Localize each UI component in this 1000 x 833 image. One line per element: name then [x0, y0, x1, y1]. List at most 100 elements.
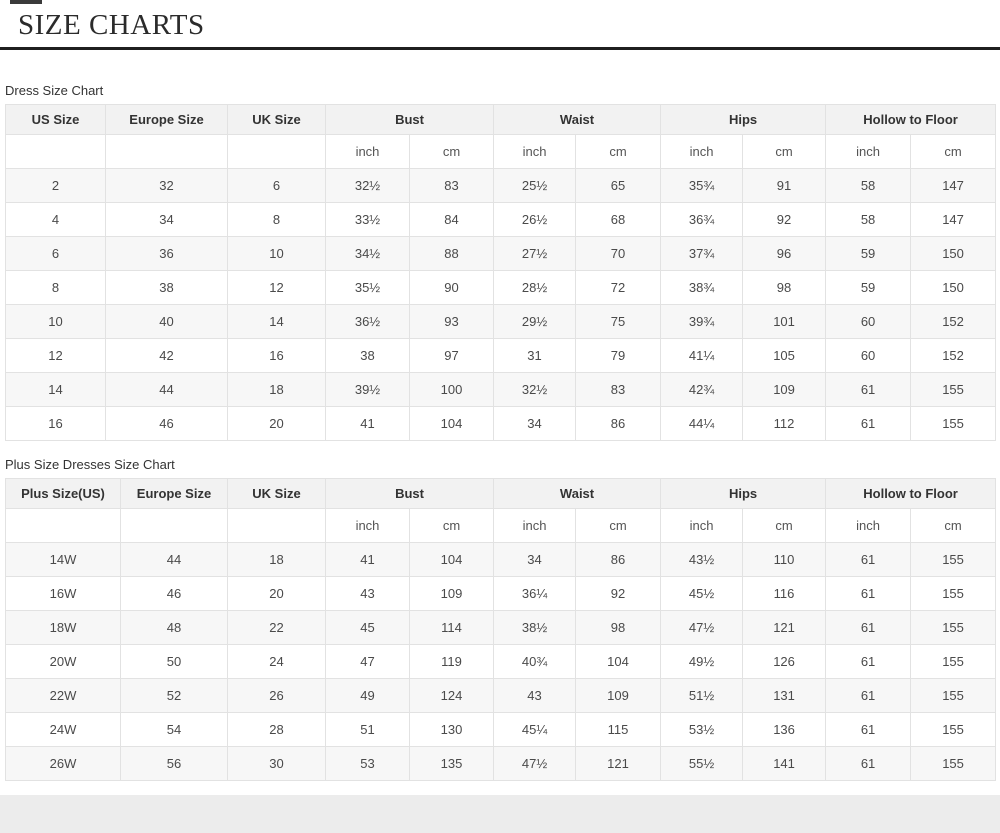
table-cell: 109 — [575, 678, 662, 713]
table-cell: 55½ — [660, 746, 744, 781]
table-cell: 40¾ — [493, 644, 577, 679]
table-cell: 26W — [5, 746, 121, 781]
table-cell: 114 — [408, 610, 495, 645]
table-cell: 121 — [575, 746, 662, 781]
table-cell: 60 — [825, 338, 912, 373]
table-cell: 109 — [742, 372, 827, 407]
table-cell: 83 — [575, 372, 662, 407]
table-cell: 10 — [5, 304, 106, 339]
table-row: 20W 50 24 47 119 40¾ 104 49½ 126 61 155 — [5, 644, 997, 679]
unit-inch: inch — [493, 508, 577, 543]
table-cell: 33½ — [325, 202, 410, 237]
table-cell: 155 — [910, 542, 997, 577]
table-cell: 104 — [575, 644, 662, 679]
table-cell: 61 — [825, 678, 912, 713]
table-cell: 30 — [227, 746, 326, 781]
table-cell: 101 — [742, 304, 827, 339]
table-cell: 109 — [408, 576, 495, 611]
table-cell: 121 — [742, 610, 827, 645]
unit-inch: inch — [825, 508, 912, 543]
table-cell: 8 — [5, 270, 106, 305]
table-cell: 27½ — [493, 236, 577, 271]
table-cell: 42 — [105, 338, 228, 373]
table-cell: 31 — [493, 338, 577, 373]
table-cell: 50 — [120, 644, 228, 679]
table-cell: 36 — [105, 236, 228, 271]
table-row: 24W 54 28 51 130 45¼ 115 53½ 136 61 155 — [5, 712, 997, 747]
table-cell: 49 — [325, 678, 410, 713]
table-cell: 152 — [910, 338, 997, 373]
table-cell: 25½ — [493, 168, 577, 203]
table-cell: 58 — [825, 168, 912, 203]
empty-cell — [227, 508, 326, 543]
table-row: 2 32 6 32½ 83 25½ 65 35¾ 91 58 147 — [5, 168, 997, 203]
table-cell: 35¾ — [660, 168, 744, 203]
table-cell: 155 — [910, 644, 997, 679]
table-cell: 84 — [408, 202, 495, 237]
table-cell: 4 — [5, 202, 106, 237]
table-cell: 155 — [910, 610, 997, 645]
col-hollow-to-floor: Hollow to Floor — [825, 478, 997, 509]
table-cell: 41 — [325, 542, 410, 577]
col-waist: Waist — [493, 478, 662, 509]
table-cell: 20 — [227, 576, 326, 611]
table-row: 26W 56 30 53 135 47½ 121 55½ 141 61 155 — [5, 746, 997, 781]
table-cell: 6 — [227, 168, 326, 203]
table-cell: 92 — [742, 202, 827, 237]
table-cell: 59 — [825, 270, 912, 305]
table-cell: 136 — [742, 712, 827, 747]
table-row: 16W 46 20 43 109 36¼ 92 45½ 116 61 155 — [5, 576, 997, 611]
table-row: 4 34 8 33½ 84 26½ 68 36¾ 92 58 147 — [5, 202, 997, 237]
title-divider — [0, 47, 1000, 50]
table-cell: 155 — [910, 406, 997, 441]
table-cell: 98 — [742, 270, 827, 305]
table-cell: 49½ — [660, 644, 744, 679]
table-row: 22W 52 26 49 124 43 109 51½ 131 61 155 — [5, 678, 997, 713]
table-cell: 130 — [408, 712, 495, 747]
table-cell: 47 — [325, 644, 410, 679]
table-cell: 35½ — [325, 270, 410, 305]
table-cell: 34 — [493, 406, 577, 441]
table-cell: 52 — [120, 678, 228, 713]
table-cell: 10 — [227, 236, 326, 271]
unit-inch: inch — [493, 134, 577, 169]
table-cell: 47½ — [493, 746, 577, 781]
table-cell: 110 — [742, 542, 827, 577]
col-plus-size-us: Plus Size(US) — [5, 478, 121, 509]
page-bottom-band — [0, 795, 1000, 833]
table-cell: 22W — [5, 678, 121, 713]
table-cell: 2 — [5, 168, 106, 203]
unit-inch: inch — [325, 134, 410, 169]
table-cell: 155 — [910, 576, 997, 611]
table-cell: 147 — [910, 168, 997, 203]
unit-cm: cm — [910, 508, 997, 543]
table-cell: 61 — [825, 406, 912, 441]
col-waist: Waist — [493, 104, 662, 135]
table-cell: 12 — [5, 338, 106, 373]
table-cell: 112 — [742, 406, 827, 441]
table-cell: 41 — [325, 406, 410, 441]
table-cell: 68 — [575, 202, 662, 237]
unit-cm: cm — [408, 508, 495, 543]
table-cell: 59 — [825, 236, 912, 271]
table-header-row: US Size Europe Size UK Size Bust Waist H… — [5, 104, 997, 135]
table-row: 12 42 16 38 97 31 79 41¼ 105 60 152 — [5, 338, 997, 373]
table-cell: 116 — [742, 576, 827, 611]
table-cell: 26 — [227, 678, 326, 713]
table-cell: 91 — [742, 168, 827, 203]
empty-cell — [105, 134, 228, 169]
table-cell: 43 — [493, 678, 577, 713]
col-hips: Hips — [660, 478, 827, 509]
table-cell: 60 — [825, 304, 912, 339]
table-cell: 53½ — [660, 712, 744, 747]
table-row: 8 38 12 35½ 90 28½ 72 38¾ 98 59 150 — [5, 270, 997, 305]
unit-cm: cm — [575, 508, 662, 543]
table-cell: 6 — [5, 236, 106, 271]
table-cell: 70 — [575, 236, 662, 271]
table-cell: 93 — [408, 304, 495, 339]
table-cell: 79 — [575, 338, 662, 373]
table-cell: 16 — [227, 338, 326, 373]
table-cell: 38½ — [493, 610, 577, 645]
table-cell: 47½ — [660, 610, 744, 645]
table-cell: 147 — [910, 202, 997, 237]
